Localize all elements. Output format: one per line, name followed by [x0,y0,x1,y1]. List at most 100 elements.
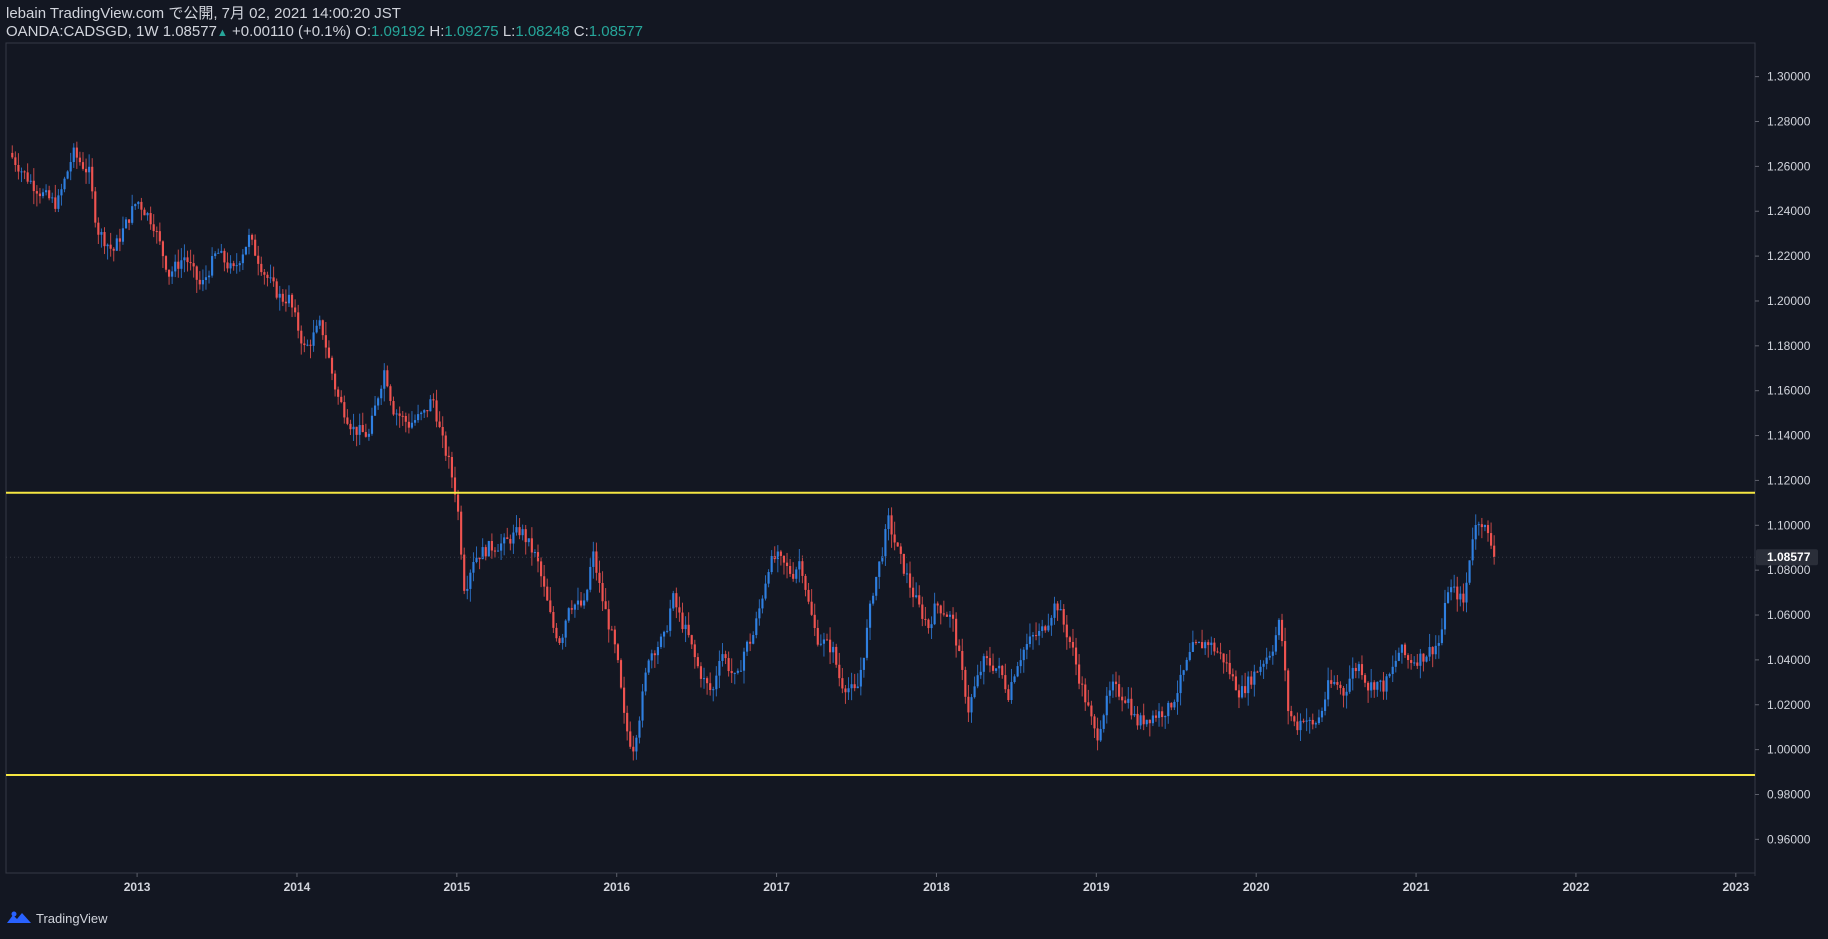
candle-body [1201,642,1203,648]
candle-body [365,432,367,437]
last-price-label: 1.08577 [1767,550,1811,564]
candle-body [269,277,271,278]
candle-body [1361,664,1363,675]
candle-body [709,683,711,690]
candle-body [525,529,527,542]
candle-body [1425,657,1427,662]
candle-body [1075,648,1077,665]
candle-body [1143,715,1145,724]
candle-body [648,660,650,672]
candle-body [887,515,889,529]
candle-body [734,673,736,674]
candle-body [303,343,305,345]
candle-body [1060,609,1062,610]
candle-body [752,635,754,644]
candle-body [1050,618,1052,626]
candle-body [1223,653,1225,662]
candle-body [57,195,59,209]
candle-body [359,425,361,435]
candle-body [1096,728,1098,740]
x-tick-label: 2016 [603,880,630,894]
y-tick-label: 1.26000 [1767,159,1811,173]
candle-body [328,348,330,358]
candle-body [543,576,545,586]
candle-body [180,260,182,269]
candle-body [980,672,982,675]
candle-body [1287,670,1289,711]
high-label: H: [429,23,444,40]
candle-body [878,561,880,576]
candle-body [1358,664,1360,671]
candle-body [580,601,582,606]
candle-body [592,551,594,567]
y-tick-label: 1.18000 [1767,339,1811,353]
candle-body [1250,677,1252,685]
candle-body [371,416,373,434]
candle-body [417,414,419,420]
candle-body [236,265,238,266]
symbol-label[interactable]: OANDA:CADSGD, 1W [6,23,159,40]
candle-body [48,190,50,198]
candle-body [1395,661,1397,667]
candle-body [110,245,112,249]
candle-body [414,420,416,423]
candle-body [718,661,720,676]
price-change: +0.00110 (+0.1%) [232,23,351,40]
candle-body [1010,682,1012,700]
candle-body [94,191,96,222]
candle-body [1370,682,1372,690]
candle-body [1447,592,1449,603]
candle-body [1066,625,1068,638]
candle-body [285,302,287,304]
publish-info: lebain TradingView.com で公開, 7月 02, 2021 … [6,5,401,22]
candle-body [1213,643,1215,652]
candle-body [374,406,376,416]
candle-body [79,158,81,162]
candle-body [460,512,462,555]
candle-body [1192,642,1194,652]
candle-body [1244,686,1246,693]
candle-body [146,213,148,215]
candle-body [531,538,533,552]
close-value: 1.08577 [589,23,643,40]
candle-body [1468,560,1470,582]
tradingview-branding[interactable]: TradingView [6,910,108,926]
candle-body [749,642,751,644]
candle-body [949,615,951,617]
candle-body [912,588,914,597]
candle-body [1023,650,1025,660]
candle-body [967,697,969,713]
candle-body [1087,702,1089,705]
y-tick-label: 1.14000 [1767,429,1811,443]
candle-body [1063,609,1065,625]
candle-body [589,567,591,590]
candle-body [82,162,84,169]
candle-body [100,232,102,235]
candle-body [1069,637,1071,642]
candle-body [1204,642,1206,648]
candle-body [288,295,290,303]
candle-body [1373,682,1375,690]
candle-body [73,148,75,162]
candle-body [995,668,997,671]
candle-body [389,386,391,401]
candle-body [728,658,730,671]
candle-body [970,697,972,712]
candle-body [260,264,262,272]
candle-body [703,678,705,679]
candle-body [1186,660,1188,670]
candle-body [807,590,809,602]
candle-body [675,593,677,607]
candle-body [337,389,339,396]
up-arrow-icon: ▲ [217,27,228,39]
candle-body [731,671,733,673]
candle-body [1462,594,1464,603]
candle-body [918,595,920,604]
candle-body [860,670,862,687]
candle-body [442,427,444,436]
candle-body [1170,703,1172,708]
y-tick-label: 1.22000 [1767,249,1811,263]
candle-body [866,628,868,658]
x-tick-label: 2023 [1722,880,1749,894]
